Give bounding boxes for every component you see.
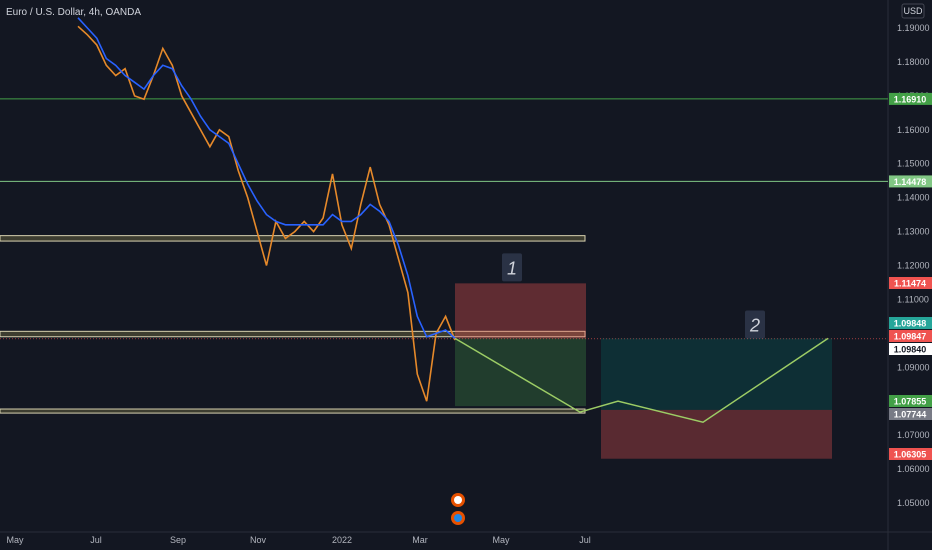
y-tick-label: 1.06000: [897, 464, 930, 474]
price-badge: [889, 277, 932, 289]
y-tick-label: 1.13000: [897, 227, 930, 237]
projection-path[interactable]: [454, 337, 829, 424]
price-badge-label: 1.07744: [894, 410, 927, 420]
y-tick-label: 1.09000: [897, 362, 930, 372]
sr-zone[interactable]: [0, 235, 586, 242]
price-badge: [889, 408, 932, 420]
support-resistance-zones[interactable]: [0, 235, 586, 414]
price-badge-label: 1.09848: [894, 319, 927, 329]
position-label-box[interactable]: [745, 310, 765, 339]
flag-icon-us-inner: [454, 496, 462, 504]
projection-line[interactable]: [454, 337, 829, 424]
y-tick-label: 1.12000: [897, 261, 930, 271]
price-badge-label: 1.16910: [894, 94, 927, 104]
y-tick-label: 1.18000: [897, 57, 930, 67]
y-tick-label: 1.16000: [897, 125, 930, 135]
price-badges: 1.11474 1.09848 1.09847 1.09840 1.07855 1.077…: [889, 92, 932, 460]
price-badge-label: 1.09847: [894, 332, 927, 342]
target-zone[interactable]: [455, 338, 586, 407]
price-badge-label: 1.07855: [894, 397, 927, 407]
currency-button[interactable]: USD: [901, 3, 925, 19]
y-tick-label: 1.19000: [897, 23, 930, 33]
flag-icon-eu-inner: [454, 514, 462, 522]
y-tick-label: 1.11000: [897, 294, 929, 304]
ma-line: [77, 17, 456, 339]
x-tick-label: Jul: [90, 535, 102, 545]
x-tick-label: May: [492, 535, 510, 545]
price-badge-label: 1.09840: [894, 345, 927, 355]
x-tick-label: Mar: [412, 535, 428, 545]
time-axis[interactable]: May Jul Sep Nov 2022 Mar May Jul: [6, 535, 590, 545]
y-tick-label: 1.07000: [897, 430, 930, 440]
x-tick-label: Jul: [579, 535, 591, 545]
sr-zone[interactable]: [0, 330, 586, 338]
price-badge: [889, 343, 932, 355]
price-badge-label: 1.06305: [894, 450, 927, 460]
price-badge: [889, 448, 932, 460]
y-tick-label: 1.14000: [897, 193, 930, 203]
x-tick-label: May: [6, 535, 24, 545]
price-badge-label: 1.14478: [894, 177, 927, 187]
target-zone[interactable]: [601, 338, 832, 410]
sr-zone[interactable]: [0, 408, 586, 414]
x-tick-label: Sep: [170, 535, 186, 545]
y-tick-label: 1.15000: [897, 159, 930, 169]
price-badge: [889, 330, 932, 342]
price-badge: [889, 92, 932, 105]
price-badge: [889, 175, 932, 188]
price-badge-label: 1.11474: [894, 279, 926, 289]
position-boxes[interactable]: 12: [455, 253, 832, 459]
ma-line: [77, 25, 456, 402]
position-number: 2: [749, 315, 760, 335]
x-tick-label: Nov: [250, 535, 267, 545]
position-number: 1: [507, 258, 517, 278]
currency-label: USD: [903, 6, 923, 16]
price-badge: [889, 395, 932, 407]
moving-average-series: [77, 17, 456, 402]
x-tick-label: 2022: [332, 535, 352, 545]
stop-zone[interactable]: [455, 283, 586, 339]
position-label-box[interactable]: [502, 253, 522, 282]
price-badge: [889, 317, 932, 329]
stop-zone[interactable]: [601, 409, 832, 459]
symbol-title: Euro / U.S. Dollar, 4h, OANDA: [6, 7, 141, 18]
horizontal-lines[interactable]: [0, 98, 888, 340]
event-flags[interactable]: [451, 493, 465, 525]
y-tick-label: 1.05000: [897, 498, 930, 508]
